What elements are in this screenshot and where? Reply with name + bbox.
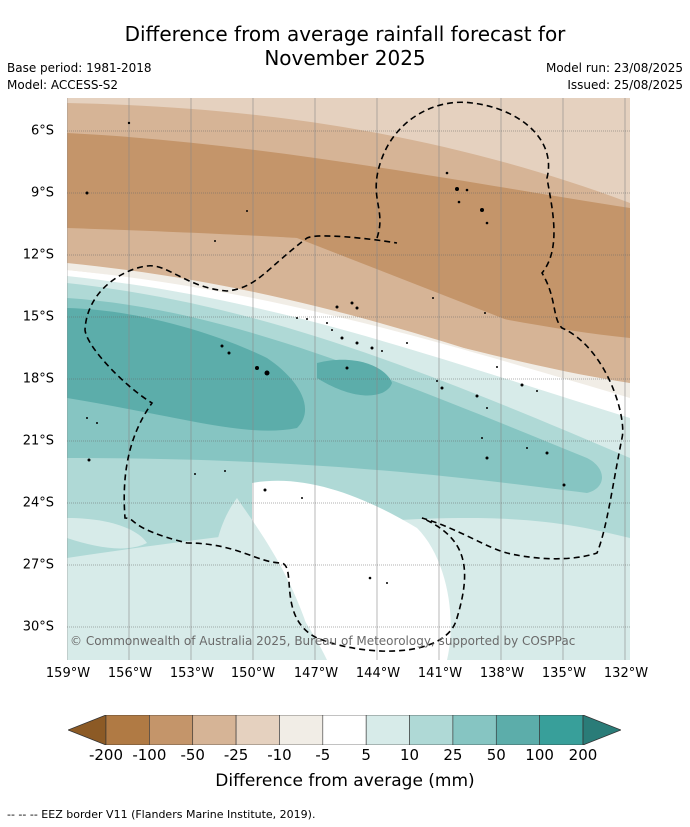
map-svg bbox=[67, 98, 630, 660]
colorbar-segment bbox=[452, 715, 497, 745]
colorbar-segment bbox=[539, 715, 584, 745]
lon-label-156w: 156°W bbox=[107, 666, 153, 681]
colorbar-extend-high bbox=[582, 715, 621, 745]
colorbar-tick-label: -5 bbox=[315, 746, 331, 764]
lat-label-27s: 27°S bbox=[22, 557, 54, 573]
lat-label-30s: 30°S bbox=[22, 619, 54, 635]
band-minus-50 bbox=[67, 133, 630, 338]
lon-label-132w: 132°W bbox=[603, 666, 649, 681]
colorbar-tick-label: -25 bbox=[223, 746, 249, 764]
base-period: Base period: 1981-2018 bbox=[7, 61, 152, 75]
eez-footnote: -- -- -- EEZ border V11 (Flanders Marine… bbox=[7, 808, 316, 821]
colorbar-segment bbox=[235, 715, 280, 745]
plus-5-west bbox=[67, 518, 147, 549]
lat-label-6s: 6°S bbox=[30, 123, 54, 139]
lat-label-21s: 21°S bbox=[22, 433, 54, 449]
colorbar-tick-label: 10 bbox=[399, 746, 420, 764]
lat-label-15s: 15°S bbox=[22, 309, 54, 325]
islands bbox=[85, 121, 566, 584]
colorbar-tick-label: -50 bbox=[180, 746, 205, 764]
colorbar-extend-low bbox=[68, 715, 107, 745]
rainfall-map bbox=[67, 98, 630, 660]
colorbar bbox=[68, 715, 621, 745]
colorbar-tick-label: 25 bbox=[443, 746, 463, 764]
map-title: Difference from average rainfall forecas… bbox=[0, 22, 690, 70]
lon-label-150w: 150°W bbox=[230, 666, 276, 681]
colorbar-segments bbox=[68, 715, 621, 745]
colorbar-label: Difference from average (mm) bbox=[215, 771, 475, 791]
colorbar-segment bbox=[365, 715, 410, 745]
colorbar-tick-label: -10 bbox=[267, 746, 292, 764]
meta-right: Model run: 23/08/2025 Issued: 25/08/2025 bbox=[546, 60, 683, 94]
band-plus-50 bbox=[67, 308, 306, 431]
lat-label-24s: 24°S bbox=[22, 495, 54, 511]
title-line-2: November 2025 bbox=[264, 46, 426, 70]
lon-label-153w: 153°W bbox=[169, 666, 215, 681]
lat-label-12s: 12°S bbox=[22, 247, 54, 263]
model-run: Model run: 23/08/2025 bbox=[545, 61, 683, 75]
band-minus-25-south bbox=[67, 228, 630, 383]
lat-label-18s: 18°S bbox=[22, 371, 54, 387]
meta-left: Base period: 1981-2018 Model: ACCESS-S2 bbox=[7, 60, 152, 94]
colorbar-tick-label: -100 bbox=[132, 746, 167, 764]
colorbar-segment bbox=[495, 715, 540, 745]
eez-border bbox=[84, 101, 624, 652]
colorbar-segment bbox=[192, 715, 237, 745]
band-plus-50-east bbox=[317, 359, 392, 396]
title-line-1: Difference from average rainfall forecas… bbox=[124, 22, 566, 46]
issued-date: Issued: 25/08/2025 bbox=[567, 78, 683, 92]
colorbar-tick-label: 50 bbox=[486, 746, 506, 764]
lat-label-9s: 9°S bbox=[30, 185, 54, 201]
colorbar-segment bbox=[279, 715, 324, 745]
copyright-notice: © Commonwealth of Australia 2025, Bureau… bbox=[70, 634, 576, 648]
plus-5-pocket bbox=[213, 498, 317, 660]
lon-label-147w: 147°W bbox=[293, 666, 339, 681]
colorbar-tick-label: 5 bbox=[361, 746, 371, 764]
model-name: Model: ACCESS-S2 bbox=[7, 78, 119, 92]
colorbar-tick-label: 200 bbox=[568, 746, 598, 764]
colorbar-tick-label: -200 bbox=[88, 746, 124, 764]
colorbar-segment bbox=[409, 715, 454, 745]
colorbar-segment bbox=[149, 715, 194, 745]
colorbar-tick-label: 100 bbox=[525, 746, 554, 764]
lon-label-135w: 135°W bbox=[541, 666, 587, 681]
lon-label-141w: 141°W bbox=[417, 666, 463, 681]
colorbar-segment bbox=[322, 715, 367, 745]
lon-label-159w: 159°W bbox=[45, 666, 91, 681]
colorbar-segment bbox=[105, 715, 150, 745]
lon-label-144w: 144°W bbox=[355, 666, 401, 681]
lon-label-138w: 138°W bbox=[479, 666, 525, 681]
